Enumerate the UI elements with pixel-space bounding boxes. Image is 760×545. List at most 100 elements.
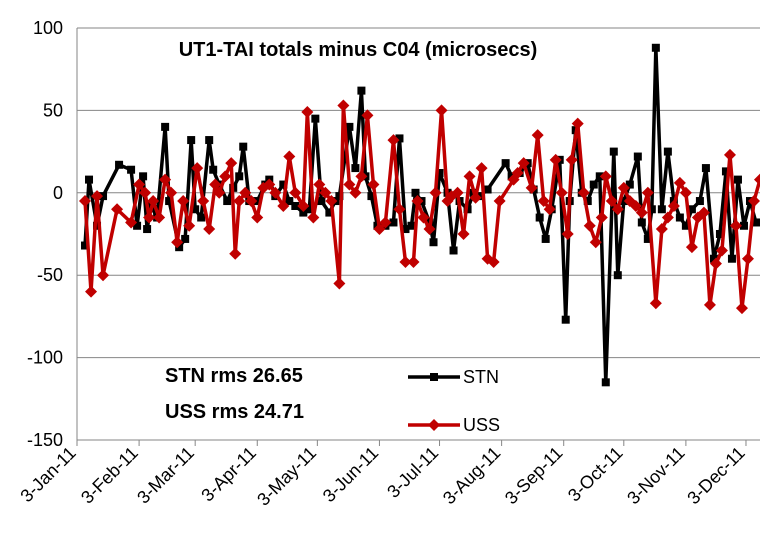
x-tick-label: 3-May-11 [253, 443, 320, 510]
marker [387, 134, 400, 147]
y-tick-label: 50 [43, 100, 63, 120]
marker [91, 190, 104, 203]
marker [277, 199, 290, 212]
marker [655, 223, 668, 236]
x-tick-label: 3-Nov-11 [623, 443, 689, 509]
marker [219, 170, 232, 183]
marker [697, 206, 710, 219]
marker [430, 373, 438, 381]
marker [741, 252, 754, 265]
marker [251, 211, 264, 224]
x-tick-label: 3-Apr-11 [197, 443, 260, 506]
marker [333, 277, 346, 290]
marker [723, 148, 736, 161]
marker [469, 191, 482, 204]
marker [245, 195, 258, 208]
marker [739, 221, 748, 230]
marker [679, 186, 692, 199]
marker [343, 178, 356, 191]
marker [399, 256, 412, 269]
marker [125, 216, 138, 229]
marker [643, 234, 652, 243]
marker [143, 225, 152, 234]
marker [663, 147, 672, 156]
marker [345, 122, 354, 131]
y-tick-label: -50 [37, 265, 63, 285]
marker [239, 186, 252, 199]
marker [111, 203, 124, 216]
marker [223, 197, 232, 206]
marker [577, 186, 590, 199]
marker [673, 176, 686, 189]
marker [637, 218, 646, 227]
chart-title: UT1-TAI totals minus C04 (microsecs) [179, 39, 538, 61]
marker [535, 213, 544, 222]
marker [197, 195, 210, 208]
marker [429, 186, 442, 199]
marker [269, 186, 282, 199]
marker [675, 213, 684, 222]
x-tick-label: 3-Feb-11 [77, 443, 142, 508]
marker [233, 195, 246, 208]
marker [213, 186, 226, 199]
marker [235, 172, 244, 181]
marker [487, 256, 500, 269]
series [79, 99, 760, 315]
marker [351, 164, 360, 173]
marker [754, 173, 760, 186]
marker [171, 236, 184, 249]
marker [187, 136, 196, 145]
marker [417, 211, 430, 224]
legend-label: USS [463, 415, 500, 435]
marker [349, 186, 362, 199]
marker [93, 221, 102, 230]
marker [583, 197, 592, 206]
marker [429, 238, 438, 247]
annotation: STN rms 26.65 [165, 365, 303, 387]
marker [305, 205, 314, 214]
marker [531, 129, 544, 142]
marker [617, 181, 630, 194]
marker [681, 221, 690, 230]
marker [613, 271, 622, 280]
marker [175, 243, 184, 252]
marker [599, 170, 612, 183]
marker [97, 269, 110, 282]
marker [289, 186, 302, 199]
y-tick-label: 0 [53, 183, 63, 203]
marker [99, 192, 108, 201]
marker [197, 213, 206, 222]
marker [493, 195, 506, 208]
marker [703, 298, 716, 311]
marker [209, 178, 222, 191]
marker [79, 195, 92, 208]
marker [651, 43, 660, 52]
marker [407, 256, 420, 269]
marker [428, 419, 440, 431]
marker [263, 178, 276, 191]
marker [629, 199, 642, 212]
marker [181, 234, 190, 243]
marker [733, 175, 742, 184]
marker [511, 167, 524, 180]
marker [549, 153, 562, 166]
marker [205, 136, 214, 145]
marker [357, 86, 366, 95]
marker [85, 175, 94, 184]
marker [589, 180, 598, 189]
marker [393, 203, 406, 216]
x-tick-label: 3-Aug-11 [439, 443, 505, 509]
marker [555, 186, 568, 199]
marker [373, 223, 386, 236]
marker [133, 221, 142, 230]
marker [361, 109, 374, 122]
marker [143, 211, 156, 224]
marker [367, 192, 376, 201]
marker [709, 254, 718, 263]
marker [411, 195, 424, 208]
marker [543, 203, 556, 216]
marker [325, 195, 338, 208]
marker [641, 186, 654, 199]
marker [501, 159, 510, 168]
